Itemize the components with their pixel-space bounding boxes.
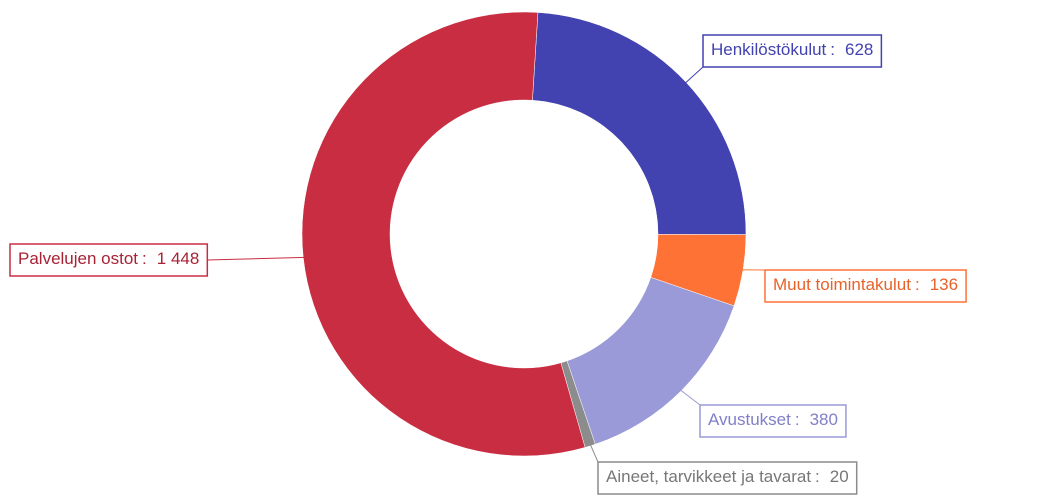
label-value: 628 xyxy=(845,40,873,59)
label-category: Palvelujen ostot xyxy=(18,249,138,268)
label-text: Aineet, tarvikkeet ja tavarat:20 xyxy=(606,467,849,486)
data-label: Aineet, tarvikkeet ja tavarat:20 xyxy=(597,461,858,495)
label-category: Muut toimintakulut xyxy=(773,275,911,294)
label-connector xyxy=(676,386,701,406)
label-category: Avustukset xyxy=(708,410,791,429)
label-connector xyxy=(587,439,599,463)
data-label: Palvelujen ostot:1 448 xyxy=(9,243,209,277)
label-box xyxy=(597,461,858,495)
label-connector xyxy=(207,256,310,261)
label-separator: : xyxy=(795,410,800,429)
label-text: Henkilöstökulut:628 xyxy=(711,40,873,59)
label-text: Muut toimintakulut:136 xyxy=(773,275,958,294)
label-box xyxy=(764,269,967,303)
data-label: Henkilöstökulut:628 xyxy=(702,34,883,68)
label-box xyxy=(702,34,883,68)
label-category: Henkilöstökulut xyxy=(711,40,827,59)
label-separator: : xyxy=(915,275,920,294)
label-text: Avustukset:380 xyxy=(708,410,838,429)
label-value: 20 xyxy=(830,467,849,486)
label-value: 136 xyxy=(930,275,958,294)
label-box xyxy=(9,243,209,277)
label-separator: : xyxy=(830,40,835,59)
label-box xyxy=(699,404,847,438)
label-text: Palvelujen ostot:1 448 xyxy=(18,249,199,268)
donut-slice xyxy=(532,12,747,235)
label-separator: : xyxy=(142,249,147,268)
label-separator: : xyxy=(815,467,820,486)
data-label: Muut toimintakulut:136 xyxy=(764,269,967,303)
label-value: 1 448 xyxy=(157,249,200,268)
data-label: Avustukset:380 xyxy=(699,404,847,438)
label-category: Aineet, tarvikkeet ja tavarat xyxy=(606,467,811,486)
label-connector xyxy=(681,66,704,87)
donut-slice xyxy=(301,11,586,457)
label-value: 380 xyxy=(810,410,838,429)
